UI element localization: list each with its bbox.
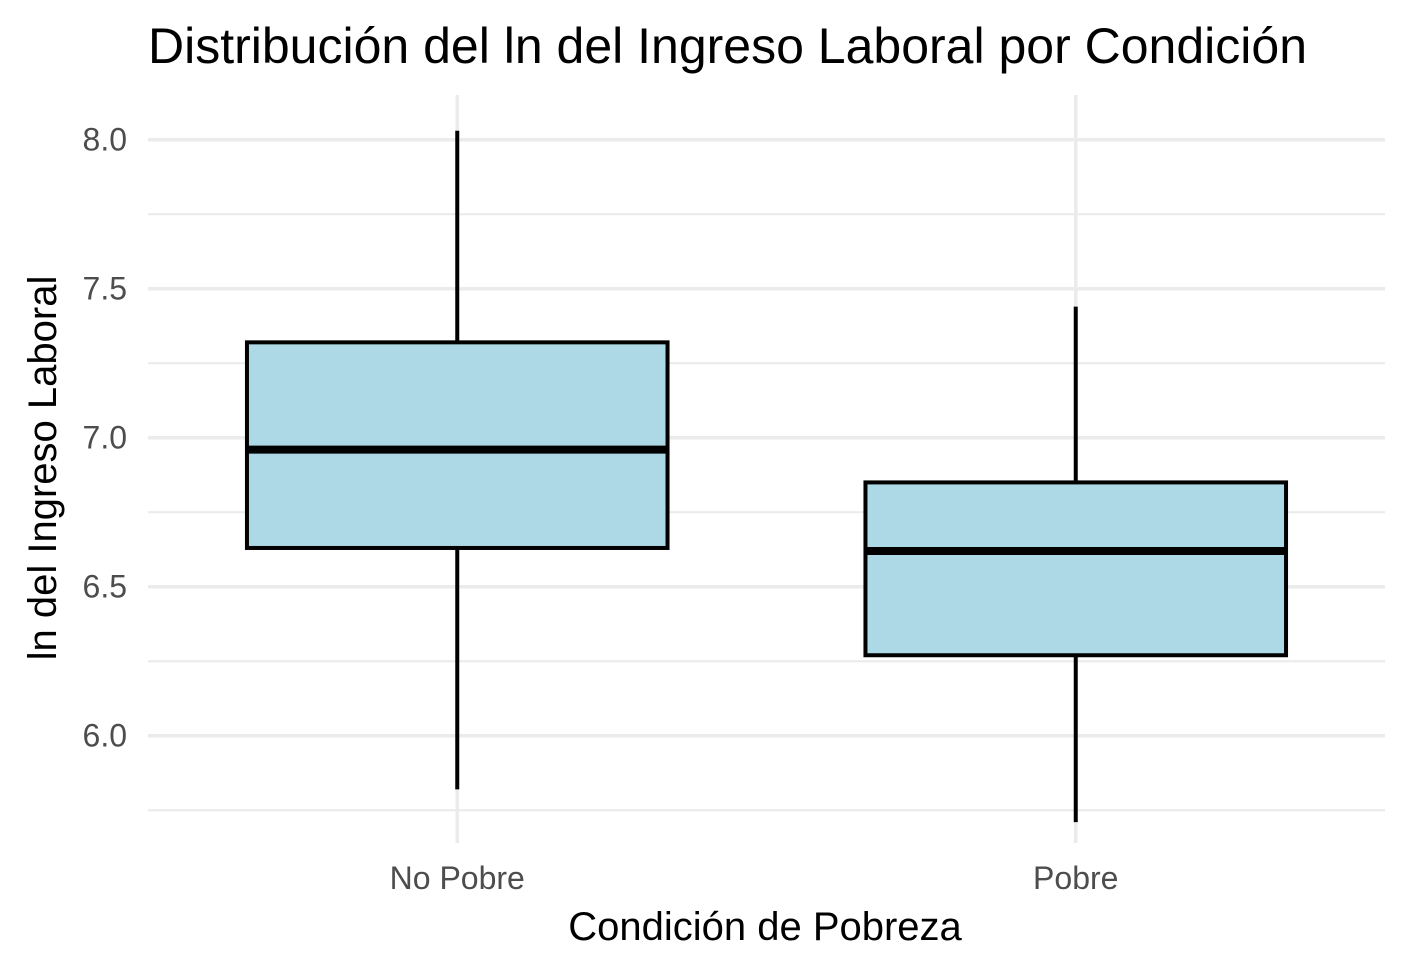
y-tick-label: 6.5: [83, 569, 127, 605]
box-iqr: [244, 340, 670, 550]
x-axis-ticks: No Pobre Pobre: [390, 860, 1119, 896]
y-axis-ticks: 6.0 6.5 7.0 7.5 8.0: [83, 122, 127, 754]
y-tick-label: 6.0: [83, 718, 127, 754]
box-iqr: [863, 480, 1289, 658]
x-tick-label: No Pobre: [390, 860, 525, 896]
box-group: [863, 306, 1289, 823]
y-tick-label: 8.0: [83, 122, 127, 158]
chart-title: Distribución del ln del Ingreso Laboral …: [148, 18, 1307, 74]
y-tick-label: 7.5: [83, 271, 127, 307]
x-tick-label: Pobre: [1033, 860, 1118, 896]
y-tick-label: 7.0: [83, 420, 127, 456]
x-axis-label: Condición de Pobreza: [568, 905, 962, 949]
y-axis-label: ln del Ingreso Laboral: [21, 276, 65, 661]
boxes: [244, 130, 1289, 823]
box-group: [244, 130, 670, 790]
